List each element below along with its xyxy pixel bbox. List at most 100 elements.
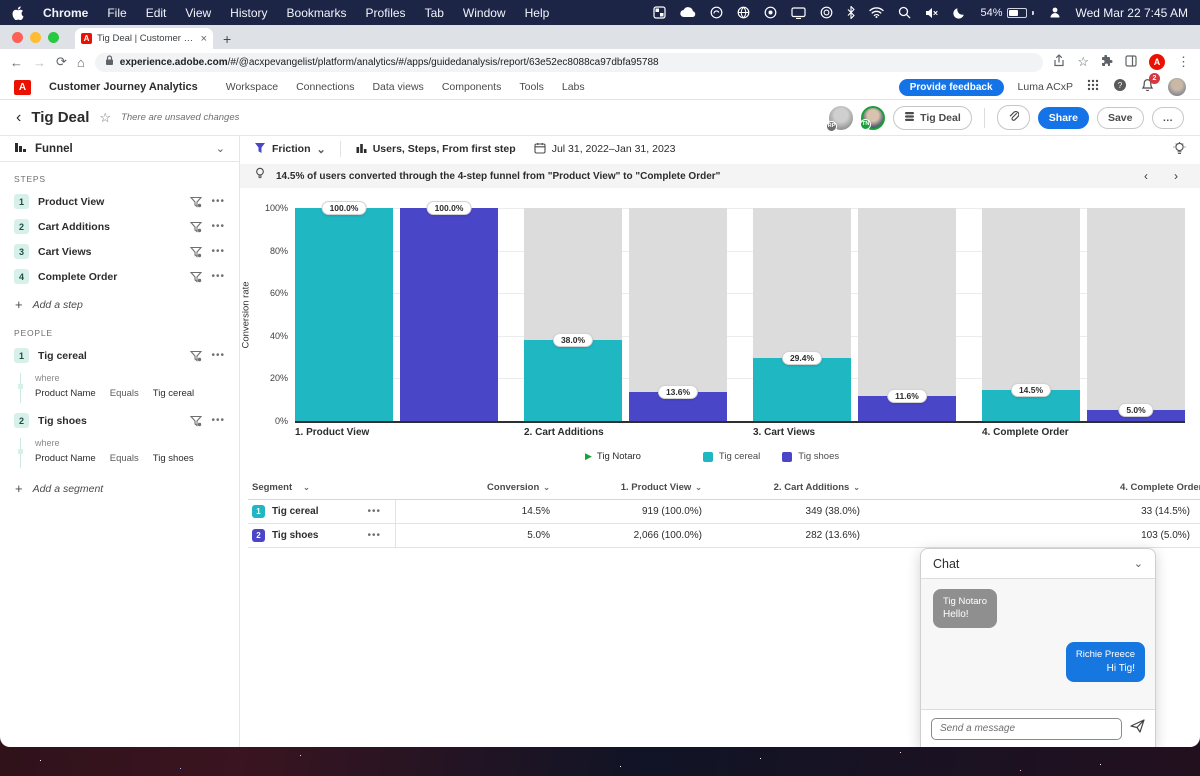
volume-mute-icon[interactable] xyxy=(925,7,939,19)
legend-item-tig-cereal[interactable]: Tig cereal xyxy=(702,451,760,462)
side-panel-icon[interactable] xyxy=(1125,54,1137,70)
step-row-cart-views[interactable]: 3 Cart Views ••• xyxy=(14,244,225,259)
window-tile-icon[interactable] xyxy=(653,6,667,19)
filter-icon[interactable] xyxy=(190,196,203,208)
step-row-cart-additions[interactable]: 2 Cart Additions ••• xyxy=(14,219,225,234)
account-avatar[interactable] xyxy=(1168,78,1186,96)
bar-track[interactable]: 29.4% xyxy=(753,208,851,421)
app-switcher-icon[interactable] xyxy=(1087,78,1099,96)
col-segment[interactable]: Segment ⌄ xyxy=(252,482,310,493)
filter-icon[interactable] xyxy=(190,415,203,427)
chat-message-input[interactable] xyxy=(931,717,1122,740)
notifications-bell-icon[interactable]: 2 xyxy=(1141,72,1160,97)
clause-value[interactable]: Tig cereal xyxy=(152,388,195,399)
address-bar[interactable]: experience.adobe.com/#/@acxpevangelist/p… xyxy=(94,52,1044,72)
adobe-logo-icon[interactable]: A xyxy=(14,79,31,95)
share-button[interactable]: Share xyxy=(1037,106,1089,129)
nav-item-data-views[interactable]: Data views xyxy=(372,81,424,93)
bar-track[interactable]: 100.0% xyxy=(400,201,498,421)
apple-icon[interactable] xyxy=(12,5,24,20)
user-switch-icon[interactable] xyxy=(1048,6,1062,19)
menu-item-window[interactable]: Window xyxy=(462,5,506,20)
clause-operator[interactable]: Equals xyxy=(109,388,139,399)
chevron-down-icon[interactable]: ⌄ xyxy=(1133,558,1143,570)
collaborator-avatar-tn[interactable]: TN xyxy=(860,105,886,130)
app-brand[interactable]: Customer Journey Analytics xyxy=(49,81,198,93)
step-row-product-view[interactable]: 1 Product View ••• xyxy=(14,194,225,209)
insights-lightbulb-icon[interactable] xyxy=(1173,142,1186,156)
more-options-icon[interactable]: ••• xyxy=(211,221,225,232)
filter-icon[interactable] xyxy=(190,271,203,283)
clause-field[interactable]: Product Name xyxy=(35,388,96,399)
bar-track[interactable]: 38.0% xyxy=(524,208,622,421)
metric-selector[interactable]: Friction ⌄ xyxy=(254,142,326,157)
menu-item-view[interactable]: View xyxy=(185,5,212,20)
more-options-icon[interactable]: ••• xyxy=(211,271,225,282)
bar-track[interactable]: 14.5% xyxy=(982,208,1080,421)
chat-header[interactable]: Chat ⌄ xyxy=(921,549,1155,579)
more-options-icon[interactable]: ••• xyxy=(211,246,225,257)
dataset-button[interactable]: Tig Deal xyxy=(893,105,972,130)
menu-item-tab[interactable]: Tab xyxy=(424,5,444,20)
view-type-selector[interactable]: Funnel ⌄ xyxy=(0,136,239,162)
more-options-icon[interactable]: ••• xyxy=(367,506,381,517)
minimize-window-button[interactable] xyxy=(30,31,41,43)
bookmark-star-icon[interactable]: ☆ xyxy=(1077,54,1089,69)
nav-item-tools[interactable]: Tools xyxy=(519,81,544,93)
table-row-tig-shoes[interactable]: 2 Tig shoes ••• 5.0% 2,066 (100.0%) 282 … xyxy=(248,524,1200,548)
record-icon[interactable] xyxy=(820,6,833,19)
clause-field[interactable]: Product Name xyxy=(35,453,96,464)
more-actions-button[interactable]: … xyxy=(1151,106,1184,129)
reload-icon[interactable]: ⟳ xyxy=(56,54,67,69)
filter-icon[interactable] xyxy=(190,221,203,233)
help-icon[interactable]: ? xyxy=(1113,78,1127,97)
menu-item-bookmarks[interactable]: Bookmarks xyxy=(286,5,347,20)
back-icon[interactable]: ← xyxy=(10,54,23,70)
segment-row-tig-shoes[interactable]: 2 Tig shoes ••• xyxy=(14,413,225,428)
clause-operator[interactable]: Equals xyxy=(109,453,139,464)
cloud-icon[interactable] xyxy=(680,7,696,18)
col-cart-additions[interactable]: 2. Cart Additions ⌄ xyxy=(773,482,860,493)
collaborator-avatar-rp[interactable]: RP xyxy=(826,105,854,132)
filter-icon[interactable] xyxy=(190,246,203,258)
provide-feedback-button[interactable]: Provide feedback xyxy=(898,78,1004,96)
browser-tab[interactable]: A Tig Deal | Customer Journey A × xyxy=(75,28,213,49)
menubar-clock[interactable]: Wed Mar 22 7:45 AM xyxy=(1075,5,1189,20)
table-row-tig-cereal[interactable]: 1 Tig cereal ••• 14.5% 919 (100.0%) 349 … xyxy=(248,500,1200,524)
add-segment-button[interactable]: + Add a segment xyxy=(15,481,104,496)
profile-avatar[interactable]: A xyxy=(1149,54,1165,70)
globe-icon[interactable] xyxy=(737,6,750,19)
filter-icon[interactable] xyxy=(190,350,203,362)
send-icon[interactable] xyxy=(1130,719,1145,738)
forward-icon[interactable]: → xyxy=(33,54,46,70)
col-complete-order[interactable]: 4. Complete Order⌄ xyxy=(1120,482,1200,493)
home-icon[interactable]: ⌂ xyxy=(76,54,85,70)
menu-item-help[interactable]: Help xyxy=(524,5,550,20)
col-product-view[interactable]: 1. Product View ⌄ xyxy=(620,482,702,493)
share-icon[interactable] xyxy=(1053,54,1065,70)
wifi-icon[interactable] xyxy=(869,7,885,18)
moon-icon[interactable] xyxy=(953,6,966,19)
menu-item-history[interactable]: History xyxy=(230,5,268,20)
extensions-icon[interactable] xyxy=(1101,54,1113,70)
favorite-star-icon[interactable]: ☆ xyxy=(99,109,112,125)
menu-item-file[interactable]: File xyxy=(107,5,127,20)
add-step-button[interactable]: + Add a step xyxy=(15,297,83,312)
step-row-complete-order[interactable]: 4 Complete Order ••• xyxy=(14,269,225,284)
back-chevron-icon[interactable]: ‹ xyxy=(16,108,22,126)
clause-value[interactable]: Tig shoes xyxy=(152,453,194,464)
close-window-button[interactable] xyxy=(12,31,23,43)
more-options-icon[interactable]: ••• xyxy=(211,415,225,426)
save-button[interactable]: Save xyxy=(1096,106,1144,129)
org-label[interactable]: Luma ACxP xyxy=(1017,81,1073,93)
get-link-button[interactable] xyxy=(996,105,1030,130)
tab-close-icon[interactable]: × xyxy=(200,32,207,45)
nav-item-workspace[interactable]: Workspace xyxy=(225,81,279,93)
zoom-window-button[interactable] xyxy=(48,31,59,43)
display-icon[interactable] xyxy=(791,6,807,19)
next-insight-icon[interactable]: › xyxy=(1174,169,1178,183)
menu-icon[interactable]: ⋮ xyxy=(1177,54,1190,69)
bar-track[interactable]: 5.0% xyxy=(1087,208,1185,421)
bar-track[interactable]: 100.0% xyxy=(295,201,393,421)
menu-item-chrome[interactable]: Chrome xyxy=(43,5,89,20)
